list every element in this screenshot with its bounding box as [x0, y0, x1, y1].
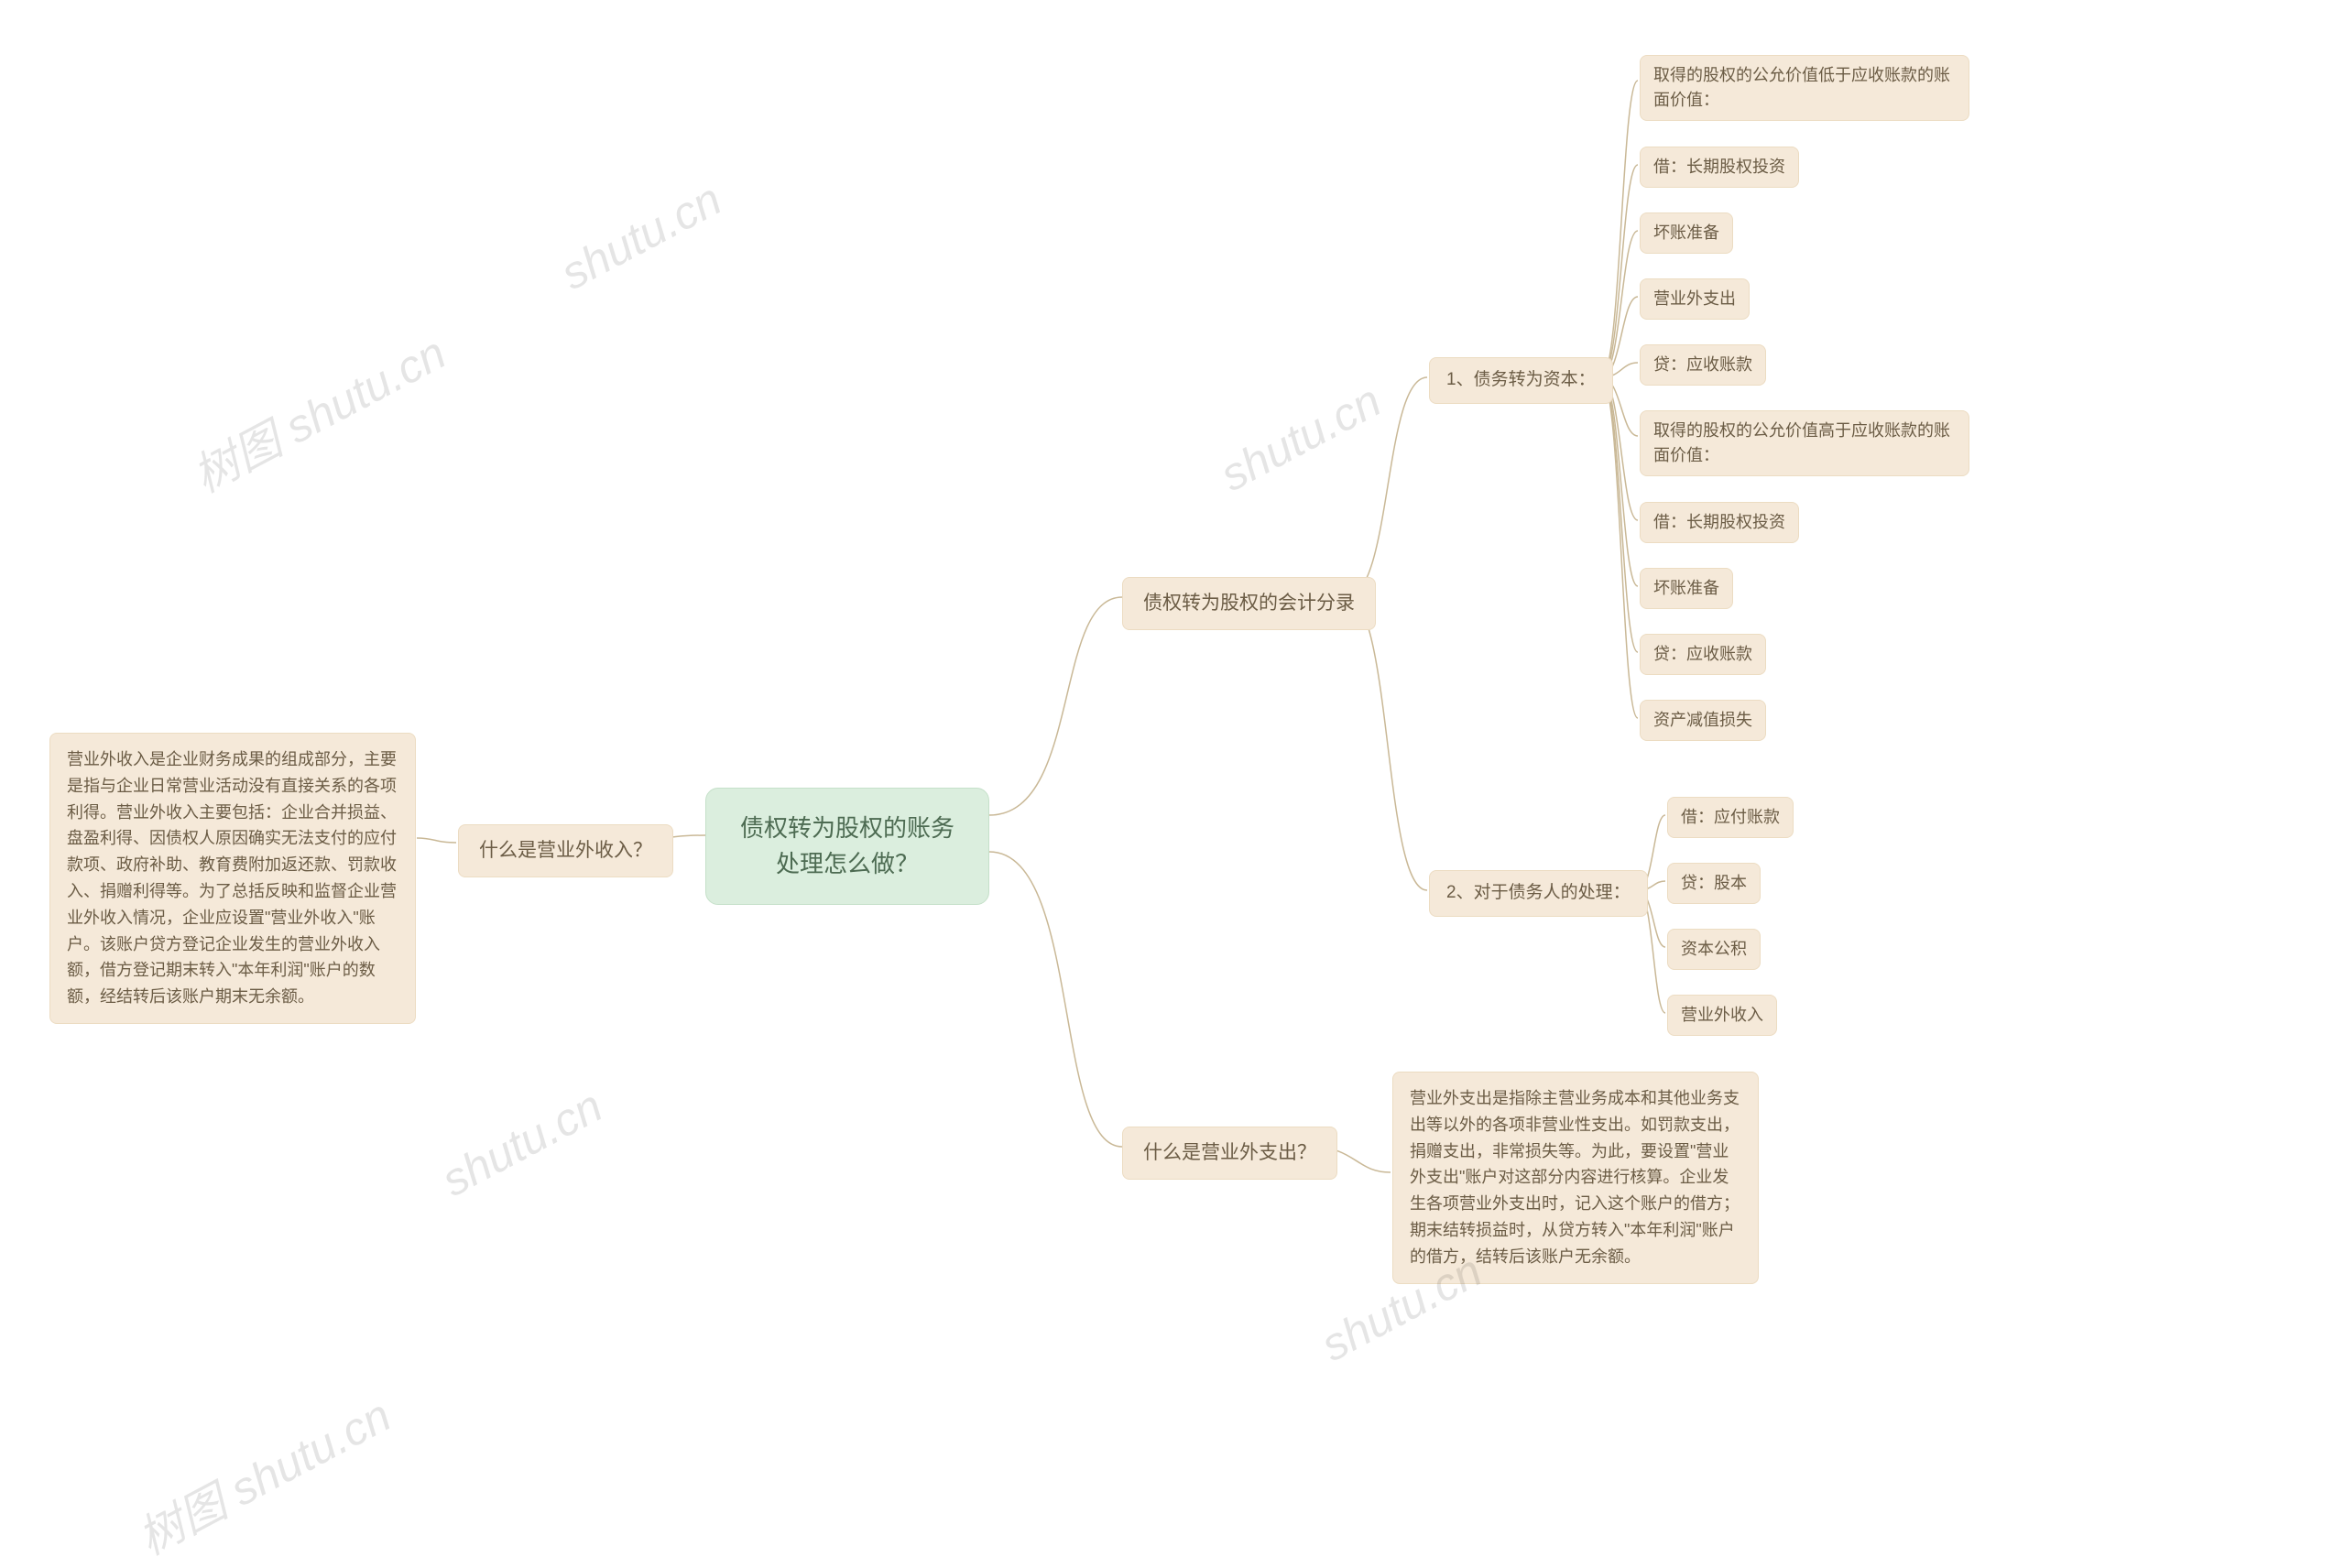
watermark: shutu.cn [433, 1079, 611, 1207]
center-text: 债权转为股权的账务处理怎么做？ [740, 814, 954, 877]
leaf-text: 借：长期股权投资 [1653, 158, 1785, 176]
r0-sub0-leaf-8[interactable]: 贷：应收账款 [1640, 634, 1766, 675]
r0-sub1-label: 2、对于债务人的处理： [1446, 883, 1631, 902]
r0-sub0-leaf-6[interactable]: 借：长期股权投资 [1640, 502, 1799, 543]
leaf-text: 取得的股权的公允价值高于应收账款的账面价值： [1653, 421, 1950, 464]
left-branch[interactable]: 什么是营业外收入？ [458, 824, 673, 877]
right-branch-1[interactable]: 什么是营业外支出？ [1122, 1127, 1337, 1180]
r0-sub1-leaf-0[interactable]: 借：应付账款 [1667, 797, 1794, 838]
leaf-text: 贷：应收账款 [1653, 645, 1752, 663]
center-node[interactable]: 债权转为股权的账务处理怎么做？ [705, 788, 989, 905]
left-desc[interactable]: 营业外收入是企业财务成果的组成部分，主要是指与企业日常营业活动没有直接关系的各项… [49, 733, 416, 1024]
leaf-text: 营业外支出 [1653, 289, 1736, 308]
leaf-text: 借：应付账款 [1681, 808, 1780, 826]
left-branch-label: 什么是营业外收入？ [479, 840, 652, 861]
r1-desc-text: 营业外支出是指除主营业务成本和其他业务支出等以外的各项非营业性支出。如罚款支出，… [1410, 1089, 1740, 1266]
watermark: 树图 shutu.cn [180, 317, 455, 506]
r0-sub0-leaf-4[interactable]: 贷：应收账款 [1640, 344, 1766, 386]
r0-sub1-leaf-1[interactable]: 贷：股本 [1667, 863, 1761, 904]
r1-desc[interactable]: 营业外支出是指除主营业务成本和其他业务支出等以外的各项非营业性支出。如罚款支出，… [1392, 1072, 1759, 1284]
r0-sub0-leaf-5[interactable]: 取得的股权的公允价值高于应收账款的账面价值： [1640, 410, 1969, 476]
watermark-text: shutu.cn [1212, 375, 1389, 501]
leaf-text: 资产减值损失 [1653, 711, 1752, 729]
leaf-text: 营业外收入 [1681, 1006, 1763, 1024]
r0-sub0-leaf-3[interactable]: 营业外支出 [1640, 278, 1750, 320]
leaf-text: 取得的股权的公允价值低于应收账款的账面价值： [1653, 66, 1950, 109]
leaf-text: 资本公积 [1681, 940, 1747, 958]
leaf-text: 贷：应收账款 [1653, 355, 1752, 374]
watermark: 树图 shutu.cn [125, 1379, 400, 1568]
leaf-text: 坏账准备 [1653, 223, 1719, 242]
r0-sub0[interactable]: 1、债务转为资本： [1429, 357, 1613, 404]
r0-sub0-leaf-9[interactable]: 资产减值损失 [1640, 700, 1766, 741]
right-branch-0[interactable]: 债权转为股权的会计分录 [1122, 577, 1376, 630]
watermark-text: shutu.cn [433, 1080, 610, 1206]
r0-sub1-leaf-3[interactable]: 营业外收入 [1667, 995, 1777, 1036]
right-branch-1-label: 什么是营业外支出？ [1143, 1142, 1316, 1163]
leaf-text: 贷：股本 [1681, 874, 1747, 892]
leaf-text: 坏账准备 [1653, 579, 1719, 597]
r0-sub0-leaf-1[interactable]: 借：长期股权投资 [1640, 147, 1799, 188]
r0-sub0-label: 1、债务转为资本： [1446, 370, 1596, 389]
r0-sub1-leaf-2[interactable]: 资本公积 [1667, 929, 1761, 970]
watermark: shutu.cn [552, 172, 730, 300]
watermark-text: 树图 shutu.cn [130, 1389, 399, 1565]
watermark: shutu.cn [1212, 374, 1390, 502]
r0-sub1[interactable]: 2、对于债务人的处理： [1429, 870, 1648, 917]
watermark-text: 树图 shutu.cn [185, 327, 454, 503]
leaf-text: 借：长期股权投资 [1653, 513, 1785, 531]
r0-sub0-leaf-0[interactable]: 取得的股权的公允价值低于应收账款的账面价值： [1640, 55, 1969, 121]
left-desc-text: 营业外收入是企业财务成果的组成部分，主要是指与企业日常营业活动没有直接关系的各项… [67, 750, 397, 1006]
r0-sub0-leaf-2[interactable]: 坏账准备 [1640, 212, 1733, 254]
mindmap-canvas: 债权转为股权的账务处理怎么做？ 什么是营业外收入？ 营业外收入是企业财务成果的组… [0, 0, 2345, 1532]
r0-sub0-leaf-7[interactable]: 坏账准备 [1640, 568, 1733, 609]
watermark-text: shutu.cn [552, 173, 729, 299]
right-branch-0-label: 债权转为股权的会计分录 [1143, 593, 1355, 614]
